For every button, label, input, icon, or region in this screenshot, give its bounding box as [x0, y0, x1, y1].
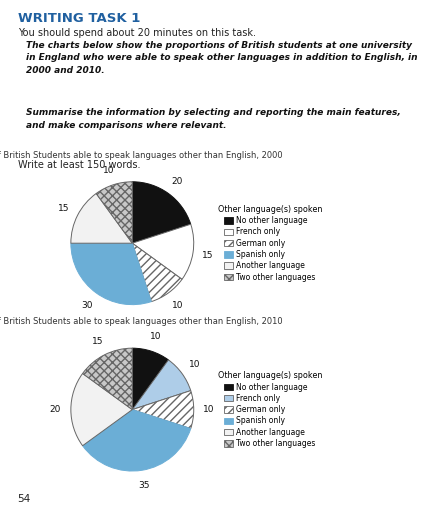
Text: Summarise the information by selecting and reporting the main features,
and make: Summarise the information by selecting a… [26, 108, 400, 130]
Legend: No other language, French only, German only, Spanish only, Another language, Two: No other language, French only, German o… [216, 370, 323, 450]
Wedge shape [96, 182, 132, 243]
Wedge shape [71, 243, 151, 305]
Text: 35: 35 [138, 481, 150, 490]
Wedge shape [132, 348, 168, 410]
Text: 20: 20 [172, 177, 183, 185]
Text: Write at least 150 words.: Write at least 150 words. [18, 160, 140, 170]
Wedge shape [132, 391, 194, 429]
Text: You should spend about 20 minutes on this task.: You should spend about 20 minutes on thi… [18, 28, 256, 38]
Text: 10: 10 [150, 332, 162, 341]
Wedge shape [71, 373, 132, 446]
Wedge shape [71, 194, 132, 243]
Text: 30: 30 [82, 301, 93, 310]
Wedge shape [132, 243, 182, 302]
Wedge shape [82, 348, 132, 410]
Text: 20: 20 [50, 405, 61, 414]
Wedge shape [132, 360, 191, 410]
Title: % of British Students able to speak languages other than English, 2000: % of British Students able to speak lang… [0, 151, 283, 160]
Text: 10: 10 [189, 360, 200, 369]
Text: WRITING TASK 1: WRITING TASK 1 [18, 12, 140, 25]
Title: % of British Students able to speak languages other than English, 2010: % of British Students able to speak lang… [0, 317, 283, 327]
Wedge shape [132, 182, 191, 243]
Text: 10: 10 [172, 301, 183, 310]
Text: 15: 15 [92, 337, 103, 346]
Text: 15: 15 [58, 204, 70, 213]
Text: 15: 15 [202, 251, 214, 260]
Text: 10: 10 [103, 166, 114, 175]
Wedge shape [132, 224, 194, 280]
Text: 54: 54 [18, 494, 31, 504]
Text: The charts below show the proportions of British students at one university
in E: The charts below show the proportions of… [26, 40, 417, 75]
Legend: No other language, French only, German only, Spanish only, Another language, Two: No other language, French only, German o… [216, 203, 323, 283]
Text: 10: 10 [203, 405, 215, 414]
Wedge shape [82, 410, 191, 471]
